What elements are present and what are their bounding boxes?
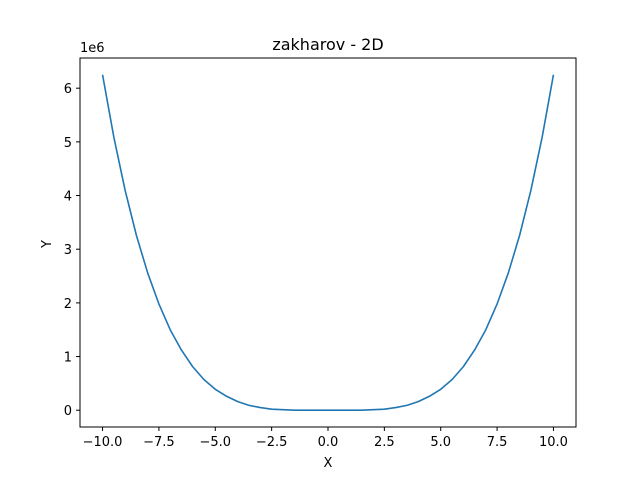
y-tick-label: 4 xyxy=(64,190,72,205)
x-tick-label: 0.0 xyxy=(318,435,339,450)
x-tick-label: 5.0 xyxy=(430,435,451,450)
y-tick-label: 5 xyxy=(64,136,72,151)
y-tick-label: 0 xyxy=(64,404,72,419)
x-tick-label: 7.5 xyxy=(487,435,508,450)
x-axis-label: X xyxy=(324,456,333,471)
series-line-0 xyxy=(101,74,555,412)
x-tick-label: −7.5 xyxy=(143,435,175,450)
x-tick-label: 2.5 xyxy=(374,435,395,450)
y-tick-label: 3 xyxy=(64,243,72,258)
y-tick-label: 1 xyxy=(64,351,72,366)
y-tick-label: 6 xyxy=(64,82,72,97)
y-axis-label: Y xyxy=(40,240,55,249)
y-offset-label: 1e6 xyxy=(80,41,105,56)
plot-area: −10.0 −7.5 −5.0 −2.5 0.0 2.5 5.0 7.5 10.0 0 1 2 3 4 5 6 xyxy=(64,57,577,450)
x-tick-label: −5.0 xyxy=(199,435,231,450)
axes-frame xyxy=(79,57,577,428)
y-tick-label: 2 xyxy=(64,297,72,312)
x-tick-label: 10.0 xyxy=(539,435,568,450)
x-tick-label: −2.5 xyxy=(256,435,288,450)
x-tick-label: −10.0 xyxy=(83,435,123,450)
chart-title: zakharov - 2D xyxy=(272,35,383,54)
